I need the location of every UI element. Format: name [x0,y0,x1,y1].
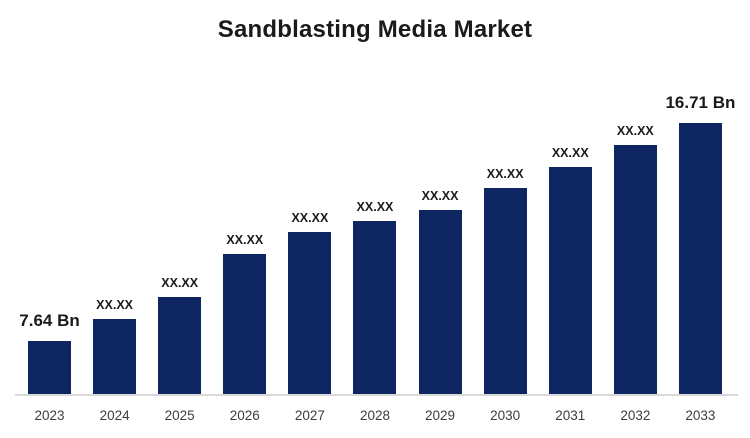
bar-column: XX.XX [353,200,397,394]
bar [93,319,137,394]
x-tick-label: 2028 [359,408,390,423]
bar [28,341,71,394]
bar [613,145,657,394]
bar-column: XX.XX [223,233,267,394]
x-tick-label: 2032 [620,408,651,423]
bar-column: XX.XX [93,298,137,394]
x-axis-labels: 2023 2024 2025 2026 2027 2028 2029 2030 2031 2032… [0,408,750,423]
chart-title: Sandblasting Media Market [217,16,533,43]
x-tick-label: 2027 [294,408,325,423]
bar-value-label: 7.64 Bn [19,311,80,330]
bar [418,210,462,394]
x-tick-label: 2024 [99,408,130,423]
x-tick-label: 2029 [425,408,456,423]
bar-column: XX.XX [418,189,462,394]
bar [223,254,267,394]
x-tick-label: 2033 [685,408,716,423]
bar-value-label: 16.71 Bn [665,93,736,112]
bar-value-label: XX.XX [486,167,524,181]
x-tick-label: 2026 [229,408,260,423]
bar-value-label: XX.XX [616,124,654,138]
bar-column: 7.64 Bn [19,311,80,394]
bar-value-label: XX.XX [161,276,199,290]
bar-value-label: XX.XX [291,211,329,225]
bar [158,297,202,394]
bar-value-label: XX.XX [96,298,133,312]
bar-column: XX.XX [483,167,527,394]
bar-column: 16.71 Bn [665,93,735,394]
bar-column: XX.XX [158,276,202,394]
bar [483,188,527,394]
bar-column: XX.XX [288,211,332,394]
x-axis-line [15,394,738,396]
x-tick-label: 2023 [34,408,65,423]
x-tick-label: 2025 [164,408,195,423]
bar-value-label: XX.XX [356,200,394,214]
bar-value-label: XX.XX [551,146,589,160]
bar [353,221,397,394]
bar [678,123,722,394]
x-tick-label: 2031 [555,408,586,423]
bar-column: XX.XX [548,146,592,394]
bar [548,167,592,394]
x-tick-label: 2030 [490,408,521,423]
bar-column: XX.XX [613,124,657,394]
bar-value-label: XX.XX [226,233,264,247]
bars-row: 7.64 Bn XX.XX XX.XX XX.XX XX.XX XX.XX XX.XX XX.… [0,93,750,394]
bar [288,232,332,394]
bar-value-label: XX.XX [421,189,459,203]
